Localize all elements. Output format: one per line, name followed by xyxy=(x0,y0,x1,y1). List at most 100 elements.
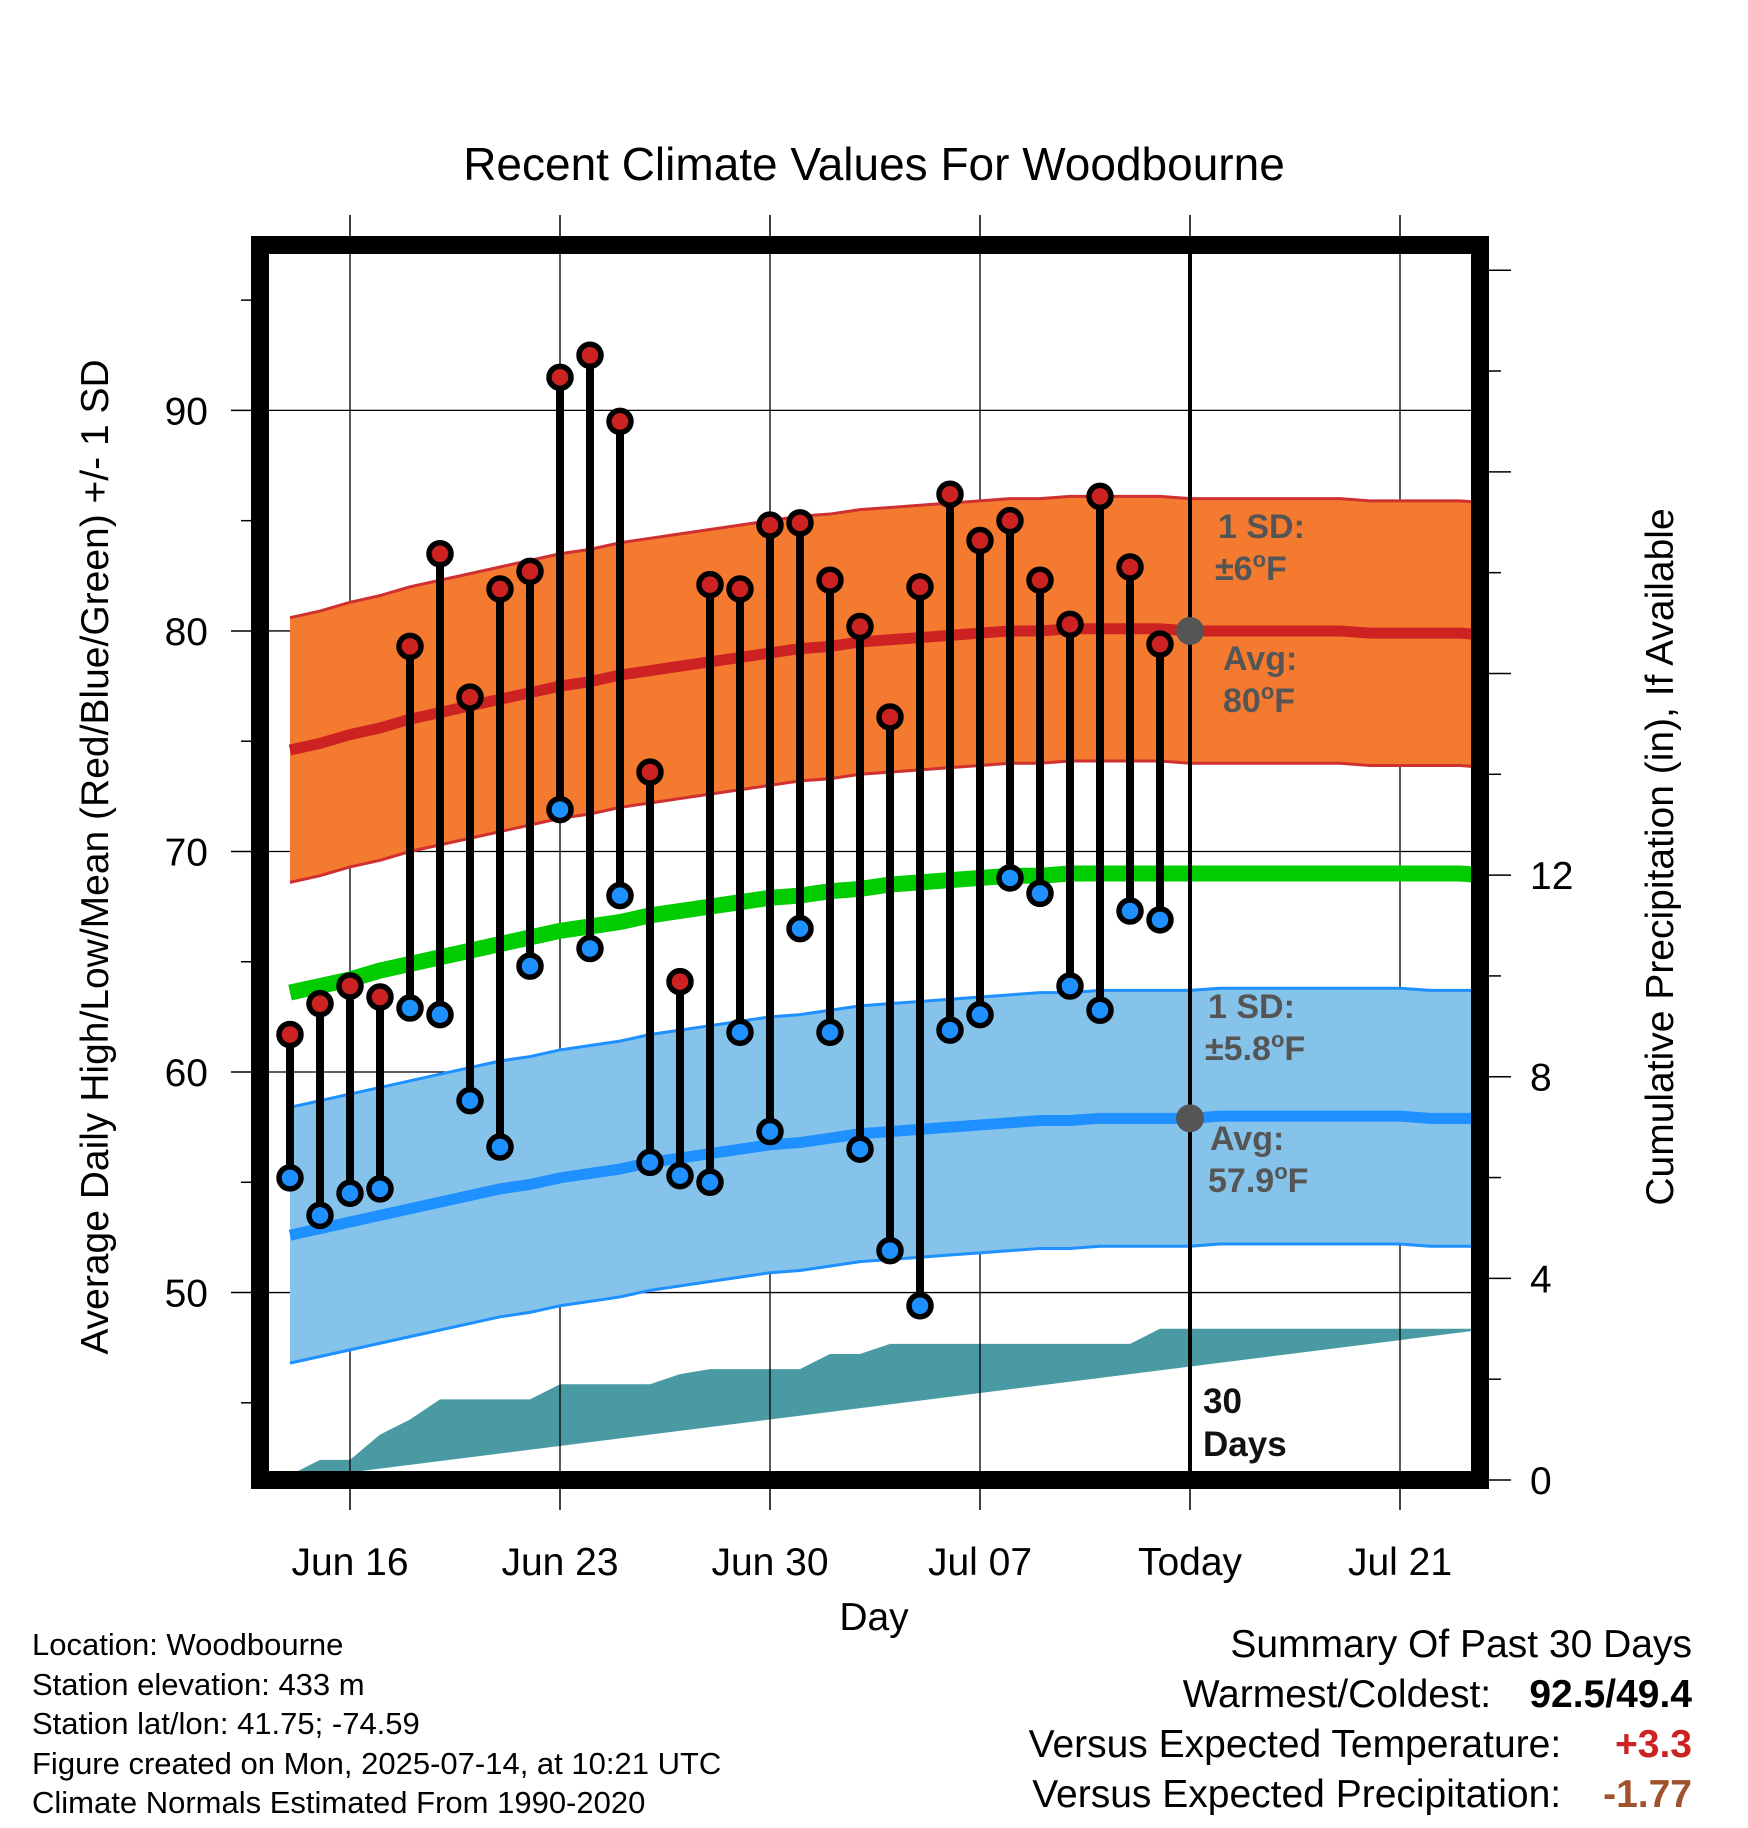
low-point xyxy=(636,1148,664,1177)
precip-value: -1.77 xyxy=(1603,1773,1692,1816)
low-point xyxy=(1116,897,1144,925)
station-info: Location: Woodbourne Station elevation: … xyxy=(32,1625,721,1823)
summary-warm-cold: Warmest/Coldest: 92.5/49.4 xyxy=(1029,1670,1692,1720)
high-point xyxy=(936,480,964,508)
low-point xyxy=(1146,906,1174,934)
low-sd-band xyxy=(290,988,1480,1364)
high-point xyxy=(426,540,454,568)
summary-title: Summary Of Past 30 Days xyxy=(1230,1623,1692,1666)
info-latlon: Station lat/lon: 41.75; -74.59 xyxy=(32,1706,420,1741)
x-axis-label: Day xyxy=(839,1596,909,1639)
y-tick-label: 90 xyxy=(165,390,208,433)
high-point xyxy=(1056,610,1084,639)
high-point xyxy=(786,509,814,537)
info-normals: Climate Normals Estimated From 1990-2020 xyxy=(32,1785,646,1820)
low-point xyxy=(936,1016,964,1044)
low-point xyxy=(756,1117,784,1146)
high-point xyxy=(576,341,604,370)
low-point xyxy=(846,1135,874,1163)
temp-value: +3.3 xyxy=(1615,1723,1692,1766)
precip-area xyxy=(290,1328,1480,1480)
low-point xyxy=(696,1168,724,1197)
y-right-tick-label: 0 xyxy=(1530,1460,1552,1503)
info-created: Figure created on Mon, 2025-07-14, at 10… xyxy=(32,1745,722,1781)
high-point xyxy=(696,570,724,599)
low-point xyxy=(336,1179,364,1208)
high-point xyxy=(546,363,574,392)
y-right-tick-label: 12 xyxy=(1530,855,1573,898)
low-avg-value: 57.9oF xyxy=(1208,1159,1308,1200)
low-point xyxy=(726,1018,754,1047)
high-point xyxy=(906,573,934,601)
coldest-value: 49.4 xyxy=(1616,1673,1692,1716)
info-elevation: Station elevation: 433 m xyxy=(32,1666,365,1702)
high-point xyxy=(756,511,784,539)
high-point xyxy=(606,407,634,436)
high-avg-label: Avg: xyxy=(1223,640,1297,678)
low-point xyxy=(546,795,574,824)
x-tick-label: Jul 07 xyxy=(928,1541,1032,1584)
precip-days-unit: Days xyxy=(1203,1425,1287,1464)
y-tick-label: 70 xyxy=(165,831,208,874)
low-sd-label: 1 SD: xyxy=(1208,988,1295,1026)
precip-label: Versus Expected Precipitation: xyxy=(1032,1773,1562,1816)
low-point xyxy=(576,934,604,963)
today-normal-high-marker xyxy=(1176,616,1204,645)
info-location: Location: Woodbourne xyxy=(32,1627,344,1662)
high-point xyxy=(1116,553,1144,581)
low-point xyxy=(516,952,544,980)
high-point xyxy=(1026,566,1054,594)
low-point xyxy=(1086,996,1114,1025)
normal-high-line xyxy=(288,623,1480,756)
low-avg-label: Avg: xyxy=(1210,1120,1284,1158)
high-point xyxy=(486,575,514,603)
high-point xyxy=(366,983,394,1011)
high-point xyxy=(456,683,484,711)
high-avg-value: 80oF xyxy=(1223,679,1295,720)
warm-cold-slash: / xyxy=(1605,1673,1617,1716)
high-point xyxy=(336,972,364,1000)
low-point xyxy=(876,1236,904,1265)
warm-cold-value: 92.5/49.4 xyxy=(1512,1670,1692,1720)
high-sd-band-upper-edge xyxy=(289,494,1480,620)
low-point xyxy=(666,1161,694,1190)
x-tick-label: Jun 30 xyxy=(711,1541,828,1584)
high-point xyxy=(306,989,334,1018)
plot-frame xyxy=(251,236,1489,1489)
high-point xyxy=(1086,482,1114,511)
low-point xyxy=(906,1292,934,1320)
summary-panel: Summary Of Past 30 Days Warmest/Coldest:… xyxy=(1029,1620,1692,1820)
low-point xyxy=(1026,879,1054,908)
low-point xyxy=(306,1201,334,1230)
low-point xyxy=(996,864,1024,892)
y-tick-label: 50 xyxy=(165,1273,208,1316)
high-sd-value: ±6oF xyxy=(1215,547,1287,588)
low-point xyxy=(276,1164,304,1192)
y-tick-label: 60 xyxy=(165,1052,208,1095)
x-tick-label: Jun 16 xyxy=(291,1541,408,1584)
chart-title: Recent Climate Values For Woodbourne xyxy=(463,138,1285,190)
low-point xyxy=(1056,972,1084,1000)
high-point xyxy=(636,758,664,786)
low-point xyxy=(396,994,424,1022)
low-point xyxy=(786,914,814,943)
low-point xyxy=(486,1133,514,1161)
high-point xyxy=(666,967,694,996)
high-point xyxy=(726,575,754,603)
warm-cold-label: Warmest/Coldest: xyxy=(1182,1673,1492,1716)
high-point xyxy=(1146,630,1174,658)
precip-days-label: 30 xyxy=(1203,1382,1242,1421)
x-tick-label: Jul 21 xyxy=(1348,1541,1452,1584)
low-point xyxy=(366,1175,394,1203)
high-point xyxy=(996,506,1024,535)
y-right-tick-label: 4 xyxy=(1530,1258,1552,1301)
y-tick-label: 80 xyxy=(165,611,208,654)
low-sd-value: ±5.8oF xyxy=(1205,1027,1305,1068)
x-tick-label: Today xyxy=(1138,1541,1243,1584)
high-point xyxy=(966,526,994,555)
today-normal-low-marker xyxy=(1176,1104,1204,1133)
high-point xyxy=(876,703,904,731)
low-point xyxy=(606,881,634,910)
summary-temp: Versus Expected Temperature: +3.3 xyxy=(1029,1720,1692,1770)
